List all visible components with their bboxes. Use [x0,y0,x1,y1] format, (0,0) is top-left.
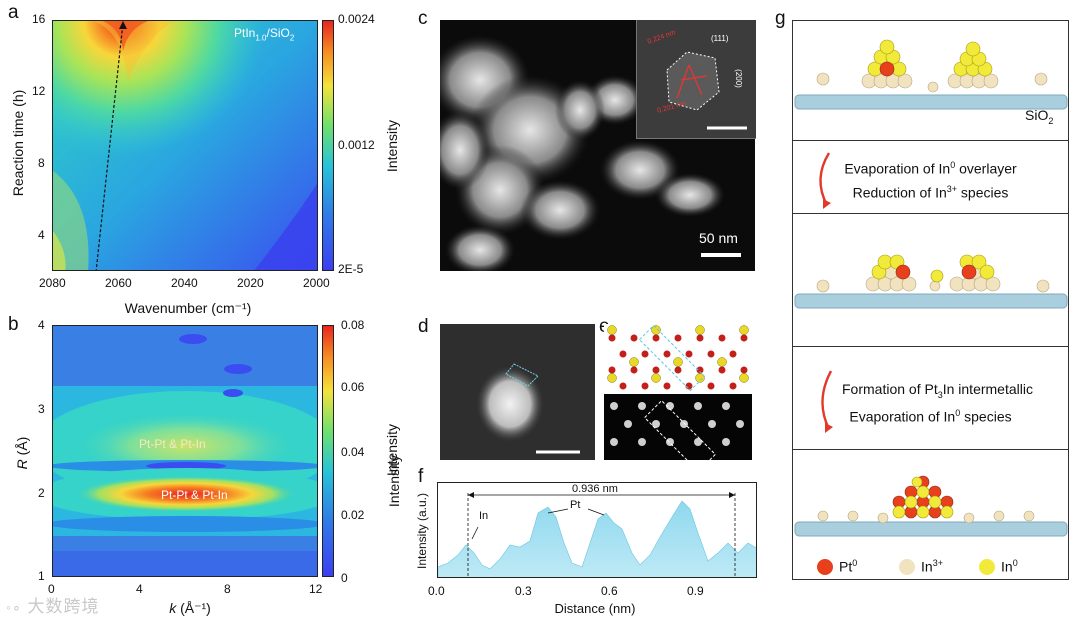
panel-b-xlabel: k (Å⁻¹) [169,600,211,616]
panel-e-lattice-model [604,324,752,460]
in3-legend-label: In3+ [921,558,943,575]
panel-f-side-label: Intensity [386,454,402,508]
panel-c-inset-plane1: (111) [711,34,729,43]
panel-f-label: f [418,466,424,487]
panel-b-xtick: 4 [136,582,143,596]
panel-b-ytick: 4 [38,318,45,332]
panel-g-step-2: Formation of Pt3In intermetallic Evapora… [792,346,1069,450]
in0-legend-label: In0 [1001,558,1018,575]
panel-a-sample-label: PtIn1.0/SiO2 [234,26,295,43]
panel-f-xlabel: Distance (nm) [554,601,636,616]
panel-a-xtick: 2080 [39,276,66,290]
panel-a-ytick: 12 [32,84,46,98]
panel-d-tem-image [440,324,595,460]
panel-g-label: g [775,8,786,29]
panel-g-step-1-line-1: Evaporation of In0 overlayer [844,160,1017,177]
red-curved-arrow-icon [811,151,833,216]
panel-e-structure [604,324,752,460]
panel-b-cbar-tick: 0.04 [341,445,365,459]
panel-a-label: a [8,2,19,23]
panel-b-contour [53,326,317,576]
panel-c-inset-plane2: (200) [733,69,743,88]
panel-f-xtick: 0.9 [687,584,704,598]
panel-f-distance-label: 0.936 nm [572,483,618,495]
panel-g-sio2-label: SiO2 [1025,107,1054,126]
panel-c-inset: 0.224 nm 0.201 nm (111) (200) [636,20,756,139]
panel-f-ylabel: Intensity (a.u.) [415,492,429,570]
panel-f-plot [437,482,757,578]
panel-a-xlabel: Wavenumber (cm⁻¹) [124,300,252,316]
panel-g-step-1: Evaporation of In0 overlayer Reduction o… [792,140,1069,214]
panel-a-cbar-label: Intensity [384,119,400,173]
panel-a-xtick: 2000 [303,276,330,290]
panel-a-cbar-tick: 2E-5 [338,262,364,276]
panel-a-ytick: 8 [38,156,45,170]
pt0-legend-label: Pt0 [839,558,858,575]
panel-b-xtick: 0 [48,582,55,596]
panel-a-colorbar [322,20,334,271]
panel-a-heatmap [52,20,318,271]
panel-c-inset-lattice [637,20,756,138]
panel-g-stage-3: Pt0 In3+ In0 [792,449,1069,580]
panel-f-profile [438,492,756,577]
panel-g-stage-1: SiO2 [792,20,1069,141]
panel-f-xtick: 0.6 [601,584,618,598]
panel-a-cbar-tick: 0.0012 [338,138,375,152]
panel-b-xtick: 8 [224,582,231,596]
panel-b-colorbar [322,325,334,577]
panel-b-cbar-tick: 0.06 [341,380,365,394]
in0-legend-swatch [979,559,995,575]
panel-g-stage-2-model [794,254,1068,309]
panel-b-annotation-upper: Pt-Pt & Pt-In [139,437,206,451]
panel-d-label: d [418,316,429,337]
panel-b-xtick: 12 [309,582,323,596]
panel-a-ytick: 4 [38,228,45,242]
panel-b-cbar-tick: 0.08 [341,318,365,332]
panel-b-ytick: 1 [38,569,45,583]
panel-c-label: c [418,8,428,29]
panel-c-scalebar-label: 50 nm [699,230,738,246]
panel-b-ytick: 2 [38,486,45,500]
panel-b-cbar-tick: 0.02 [341,508,365,522]
panel-g-stage-3-model [794,475,1068,537]
panel-a-xtick: 2040 [171,276,198,290]
panel-b-ytick: 3 [38,402,45,416]
panel-g-step-1-line-2: Reduction of In3+ species [852,184,1009,201]
panel-b-label: b [8,314,19,335]
panel-b-cbar-tick: 0 [341,571,348,585]
pt0-legend-swatch [817,559,833,575]
panel-b-ylabel: R (Å) [14,436,30,470]
panel-g-stage-2 [792,213,1069,347]
panel-a-xtick: 2060 [105,276,132,290]
panel-g-stage-1-model [794,39,1068,110]
panel-f-pt-label: Pt [570,499,581,511]
in3-legend-swatch [899,559,915,575]
panel-a-ytick: 16 [32,12,46,26]
watermark-logo-icon: ◦∘ [6,599,22,615]
panel-a-contour [53,21,317,270]
panel-a-xtick: 2020 [237,276,264,290]
panel-f-in-label: In [479,510,489,522]
panel-g-step-2-line-2: Evaporation of In0 species [849,408,1012,425]
red-curved-arrow-icon [813,369,835,440]
panel-d-particle [440,324,595,460]
panel-b-heatmap [52,325,318,577]
panel-g-step-2-line-1: Formation of Pt3In intermetallic [842,381,1033,400]
panel-f-xtick: 0.3 [515,584,532,598]
panel-a-cbar-tick: 0.0024 [338,12,375,26]
panel-c-scalebar [701,253,741,257]
watermark: ◦∘ 大数跨境 [6,597,100,616]
panel-b-annotation-lower: Pt-Pt & Pt-In [161,488,228,502]
panel-a-ylabel: Reaction time (h) [10,89,26,197]
panel-f-xtick: 0.0 [428,584,445,598]
